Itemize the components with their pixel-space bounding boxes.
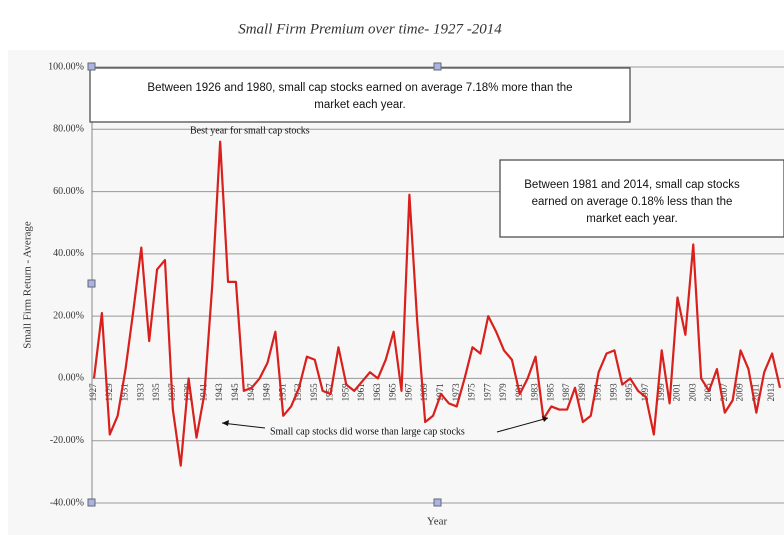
y-axis-label: Small Firm Return - Average xyxy=(22,221,34,349)
x-tick-label: 1987 xyxy=(561,383,571,402)
x-tick-label: 1943 xyxy=(214,383,224,402)
annotation-text: earned on average 0.18% less than the xyxy=(532,196,733,208)
annotation-text: market each year. xyxy=(586,213,677,225)
x-tick-label: 1999 xyxy=(656,383,666,402)
annotation-box xyxy=(499,159,784,238)
x-tick-label: 1967 xyxy=(403,383,413,402)
x-tick-label: 2001 xyxy=(672,383,682,401)
handle xyxy=(87,279,96,288)
handle xyxy=(433,62,442,71)
x-tick-label: 1949 xyxy=(262,383,272,402)
annotation-text: Between 1926 and 1980, small cap stocks … xyxy=(147,82,572,94)
x-tick-label: 1993 xyxy=(608,383,618,402)
y-tick-label: 60.00% xyxy=(53,186,84,197)
annotation-text: Best year for small cap stocks xyxy=(190,125,310,136)
x-tick-label: 1947 xyxy=(246,383,256,402)
chart-title: Small Firm Premium over time- 1927 -2014 xyxy=(238,21,502,37)
x-tick-label: 1933 xyxy=(135,383,145,402)
x-tick-label: 1957 xyxy=(325,383,335,402)
x-tick-label: 1985 xyxy=(545,383,555,402)
annotation-text: Small cap stocks did worse than large ca… xyxy=(270,426,465,437)
x-tick-label: 2005 xyxy=(703,383,713,402)
x-tick-label: 2011 xyxy=(750,384,760,402)
x-tick-label: 1979 xyxy=(498,383,508,402)
y-tick-label: 0.00% xyxy=(58,373,84,384)
x-tick-label: 1989 xyxy=(577,383,587,402)
handle xyxy=(433,498,442,507)
y-tick-label: 80.00% xyxy=(53,124,84,135)
x-tick-label: 2007 xyxy=(719,383,729,402)
x-tick-label: 1995 xyxy=(624,383,634,402)
x-tick-label: 1961 xyxy=(356,383,366,401)
x-tick-label: 1929 xyxy=(104,383,114,402)
x-tick-label: 1983 xyxy=(530,383,540,402)
y-tick-label: -40.00% xyxy=(50,497,84,508)
x-tick-label: 2009 xyxy=(735,383,745,402)
x-tick-label: 1955 xyxy=(309,383,319,402)
x-tick-label: 1945 xyxy=(230,383,240,402)
x-tick-label: 1963 xyxy=(372,383,382,402)
annotation-text: Between 1981 and 2014, small cap stocks xyxy=(524,179,740,191)
x-tick-label: 1971 xyxy=(435,383,445,401)
arrow xyxy=(221,422,266,429)
x-tick-label: 1931 xyxy=(120,383,130,401)
x-tick-label: 1959 xyxy=(340,383,350,402)
x-tick-label: 2013 xyxy=(766,383,776,402)
x-tick-label: 1965 xyxy=(388,383,398,402)
x-axis-label: Year xyxy=(427,516,448,528)
handle xyxy=(87,62,96,71)
x-tick-label: 1935 xyxy=(151,383,161,402)
x-tick-label: 1951 xyxy=(277,383,287,401)
x-tick-label: 1997 xyxy=(640,383,650,402)
data-line xyxy=(92,140,782,467)
x-tick-label: 1973 xyxy=(451,383,461,402)
x-tick-label: 1975 xyxy=(467,383,477,402)
x-tick-label: 1927 xyxy=(88,383,98,402)
x-tick-label: 2003 xyxy=(687,383,697,402)
y-tick-label: 100.00% xyxy=(48,61,84,72)
handle xyxy=(87,498,96,507)
x-tick-label: 1977 xyxy=(482,383,492,402)
arrow-head xyxy=(222,420,229,426)
y-tick-label: 20.00% xyxy=(53,310,84,321)
arrow-head xyxy=(542,416,548,422)
annotation-box xyxy=(89,67,631,123)
y-tick-label: -20.00% xyxy=(50,435,84,446)
x-tick-label: 1969 xyxy=(419,383,429,402)
chart-area xyxy=(8,50,784,535)
x-tick-label: 1991 xyxy=(593,383,603,401)
arrow xyxy=(496,417,549,433)
y-tick-label: 40.00% xyxy=(53,248,84,259)
annotation-text: market each year. xyxy=(314,99,405,111)
